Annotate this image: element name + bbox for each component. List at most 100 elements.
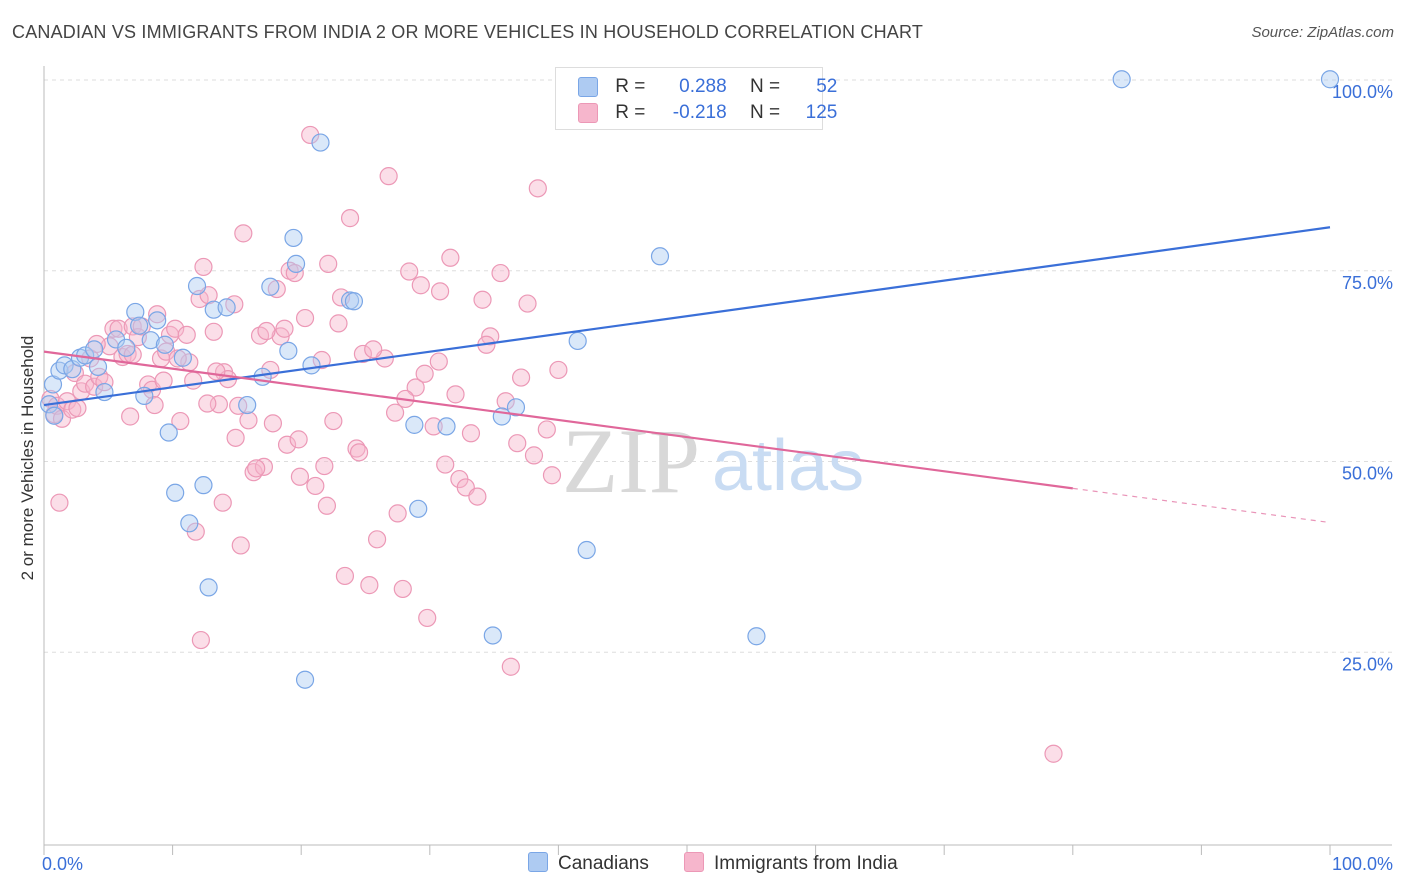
- watermark: ZIP atlas: [562, 410, 864, 512]
- data-point: [187, 276, 207, 296]
- legend-label: Canadians: [558, 853, 649, 874]
- y-axis-title: 2 or more Vehicles in Household: [18, 335, 37, 581]
- watermark-zip: ZIP: [562, 410, 700, 512]
- data-point: [130, 316, 149, 335]
- data-point: [109, 319, 128, 338]
- data-point: [286, 254, 306, 273]
- data-point: [385, 403, 405, 422]
- data-point: [253, 367, 272, 386]
- data-point: [88, 357, 108, 376]
- r-label: R =: [615, 76, 646, 97]
- data-point: [275, 319, 294, 338]
- data-point: [528, 179, 547, 198]
- data-point: [117, 338, 136, 357]
- stats-legend: R = 0.288 N = 52 R = -0.218 N = 125: [555, 67, 837, 130]
- data-point: [430, 282, 450, 301]
- data-point: [324, 411, 343, 431]
- data-point: [234, 224, 253, 243]
- data-point: [409, 499, 428, 518]
- chart-title: CANADIAN VS IMMIGRANTS FROM INDIA 2 OR M…: [12, 22, 924, 42]
- gridlines: [44, 79, 1392, 653]
- data-point: [254, 457, 274, 476]
- data-point: [238, 395, 257, 415]
- data-point: [194, 476, 213, 495]
- data-point: [226, 428, 245, 447]
- data-point: [277, 435, 297, 454]
- y-tick-label: 25.0%: [1342, 654, 1393, 674]
- data-point: [415, 364, 434, 383]
- data-point: [121, 407, 140, 426]
- data-point: [247, 459, 266, 478]
- data-point: [50, 493, 69, 512]
- source-credit: Source: ZipAtlas.com: [1251, 24, 1394, 41]
- trend-line-extension-pink: [1072, 487, 1331, 524]
- watermark-atlas: atlas: [712, 426, 864, 506]
- data-point: [319, 254, 338, 273]
- data-point: [418, 608, 437, 628]
- data-point: [180, 514, 199, 533]
- data-point: [508, 434, 527, 453]
- y-tick-label: 50.0%: [1342, 464, 1393, 484]
- pink-swatch: [684, 852, 704, 872]
- data-point: [568, 331, 587, 351]
- data-point: [231, 536, 250, 555]
- x-tick-label-left: 0.0%: [42, 854, 83, 874]
- data-point: [524, 446, 544, 465]
- data-point: [405, 415, 424, 434]
- data-point: [393, 579, 412, 599]
- data-point: [483, 626, 502, 645]
- pink-swatch: [578, 102, 598, 123]
- n-label: N =: [749, 76, 781, 97]
- data-point: [45, 406, 64, 425]
- data-point: [406, 378, 425, 397]
- series-immigrants-from-india: [41, 125, 1063, 763]
- trend-lines: [43, 226, 1331, 524]
- data-point: [312, 350, 331, 370]
- data-point: [301, 125, 320, 145]
- data-point: [473, 290, 492, 309]
- data-point: [360, 576, 379, 595]
- data-point: [501, 657, 520, 676]
- data-point: [141, 331, 160, 350]
- data-point: [411, 276, 430, 295]
- data-point: [204, 322, 223, 341]
- data-point: [173, 348, 192, 367]
- data-point: [329, 314, 348, 333]
- data-point: [177, 325, 196, 344]
- data-point: [496, 392, 515, 411]
- data-point: [85, 377, 104, 396]
- data-point: [171, 411, 190, 431]
- data-point: [306, 476, 325, 496]
- data-point: [290, 467, 310, 486]
- data-point: [518, 294, 537, 313]
- data-point: [166, 319, 185, 338]
- data-point: [747, 627, 766, 646]
- data-point: [315, 456, 334, 476]
- data-point: [199, 578, 218, 597]
- data-point: [1112, 70, 1131, 89]
- data-point: [159, 423, 178, 442]
- data-point: [577, 540, 596, 560]
- x-tick-label-right: 100.0%: [1332, 854, 1393, 874]
- n-label: N =: [749, 102, 781, 123]
- data-point: [166, 483, 185, 502]
- data-point: [400, 262, 419, 281]
- trend-line-pink: [43, 350, 1073, 490]
- data-point: [537, 420, 556, 439]
- data-point: [207, 362, 226, 381]
- data-point: [317, 496, 337, 515]
- data-point: [349, 443, 369, 462]
- data-point: [213, 493, 232, 512]
- axes: [43, 66, 1392, 855]
- blue-swatch: [528, 852, 548, 872]
- data-point: [289, 430, 308, 449]
- legend-row-india: R = -0.218 N = 125: [578, 102, 837, 126]
- y-tick-label: 75.0%: [1342, 273, 1393, 293]
- y-tick-label: 100.0%: [1332, 82, 1393, 102]
- data-point: [284, 228, 303, 248]
- data-point: [95, 373, 114, 392]
- data-point: [461, 424, 481, 443]
- data-point: [85, 340, 104, 359]
- data-point: [542, 466, 562, 485]
